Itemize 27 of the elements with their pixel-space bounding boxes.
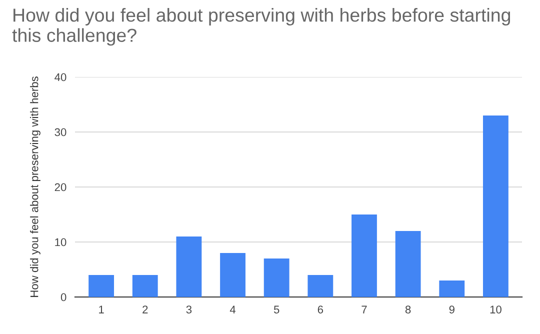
bar: [308, 275, 334, 297]
bar: [176, 236, 202, 297]
x-tick-label: 8: [405, 306, 411, 314]
x-tick-label: 3: [186, 306, 192, 314]
chart-title: How did you feel about preserving with herbs before starting this challenge?: [12, 8, 510, 46]
x-tick-label: 4: [230, 306, 236, 314]
bar: [132, 275, 158, 297]
bar: [220, 253, 246, 297]
y-tick-label: 40: [54, 73, 66, 82]
x-tick-label: 1: [99, 306, 104, 314]
bar: [352, 214, 377, 297]
x-tick-label: 5: [274, 306, 280, 314]
bar: [88, 275, 114, 297]
y-tick-label: 20: [54, 183, 66, 192]
y-tick-label: 0: [60, 293, 66, 302]
bar: [395, 231, 421, 297]
y-axis-title: How did you feel about preserving with herbs: [30, 76, 40, 297]
bar: [439, 280, 465, 297]
x-tick-label: 10: [490, 306, 502, 314]
bar: [482, 116, 508, 297]
x-tick-label: 2: [142, 306, 148, 314]
x-tick-label: 7: [362, 306, 367, 314]
y-tick-label: 30: [54, 128, 66, 136]
x-tick-label: 9: [449, 306, 454, 314]
y-tick-label: 10: [55, 238, 66, 246]
x-tick-label: 6: [318, 306, 324, 314]
bar: [264, 258, 290, 297]
